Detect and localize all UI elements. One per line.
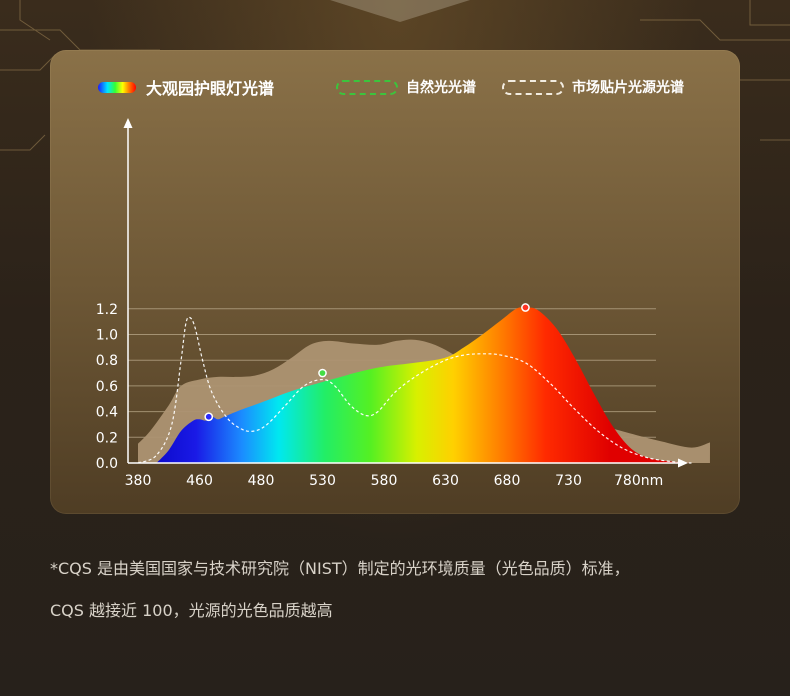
y-tick-label: 1.0 bbox=[96, 328, 118, 344]
x-tick-label: 730 bbox=[555, 473, 582, 489]
x-tick-label: 460 bbox=[186, 473, 213, 489]
x-tick-label: 380 bbox=[125, 473, 152, 489]
footnote-line-1: *CQS 是由美国国家与技术研究院（NIST）制定的光环境质量（光色品质）标准， bbox=[50, 559, 630, 578]
x-tick-label: 530 bbox=[309, 473, 336, 489]
peak-marker-3 bbox=[521, 303, 530, 312]
y-tick-label: 0.2 bbox=[96, 430, 118, 446]
legend-item-natural: 自然光光谱 bbox=[336, 77, 476, 97]
x-tick-label: 480 bbox=[248, 473, 275, 489]
y-tick-label: 0.8 bbox=[96, 353, 118, 369]
y-tick-label: 0.6 bbox=[96, 379, 118, 395]
circuit-texture bbox=[0, 0, 790, 151]
footnote-line-2: CQS 越接近 100，光源的光色品质越高 bbox=[50, 601, 333, 620]
y-tick-label: 0.4 bbox=[96, 405, 118, 421]
white-dashed-swatch-icon bbox=[502, 79, 564, 95]
legend-item-market: 市场贴片光源光谱 bbox=[502, 77, 684, 97]
chart-legend: 大观园护眼灯光谱 自然光光谱 市场贴片光源光谱 bbox=[0, 77, 790, 98]
legend-label-market: 市场贴片光源光谱 bbox=[572, 80, 684, 96]
rainbow-swatch-icon bbox=[98, 81, 136, 93]
x-tick-label: 680 bbox=[494, 473, 521, 489]
peak-marker-1 bbox=[204, 412, 214, 422]
x-tick-label: 780nm bbox=[614, 473, 663, 489]
legend-label-natural: 自然光光谱 bbox=[406, 80, 476, 96]
y-tick-label: 1.2 bbox=[96, 302, 118, 318]
y-axis-arrow-icon bbox=[123, 118, 133, 128]
legend-item-eye-lamp: 大观园护眼灯光谱 bbox=[98, 77, 275, 98]
legend-label-eye-lamp: 大观园护眼灯光谱 bbox=[146, 79, 275, 98]
green-dashed-swatch-icon bbox=[336, 79, 398, 95]
y-tick-label: 0.0 bbox=[96, 456, 118, 472]
series-eye-lamp-area bbox=[156, 307, 692, 463]
peak-marker-2 bbox=[318, 368, 327, 378]
x-tick-label: 630 bbox=[432, 473, 459, 489]
x-tick-label: 580 bbox=[371, 473, 398, 489]
x-axis-arrow-icon bbox=[678, 458, 688, 468]
